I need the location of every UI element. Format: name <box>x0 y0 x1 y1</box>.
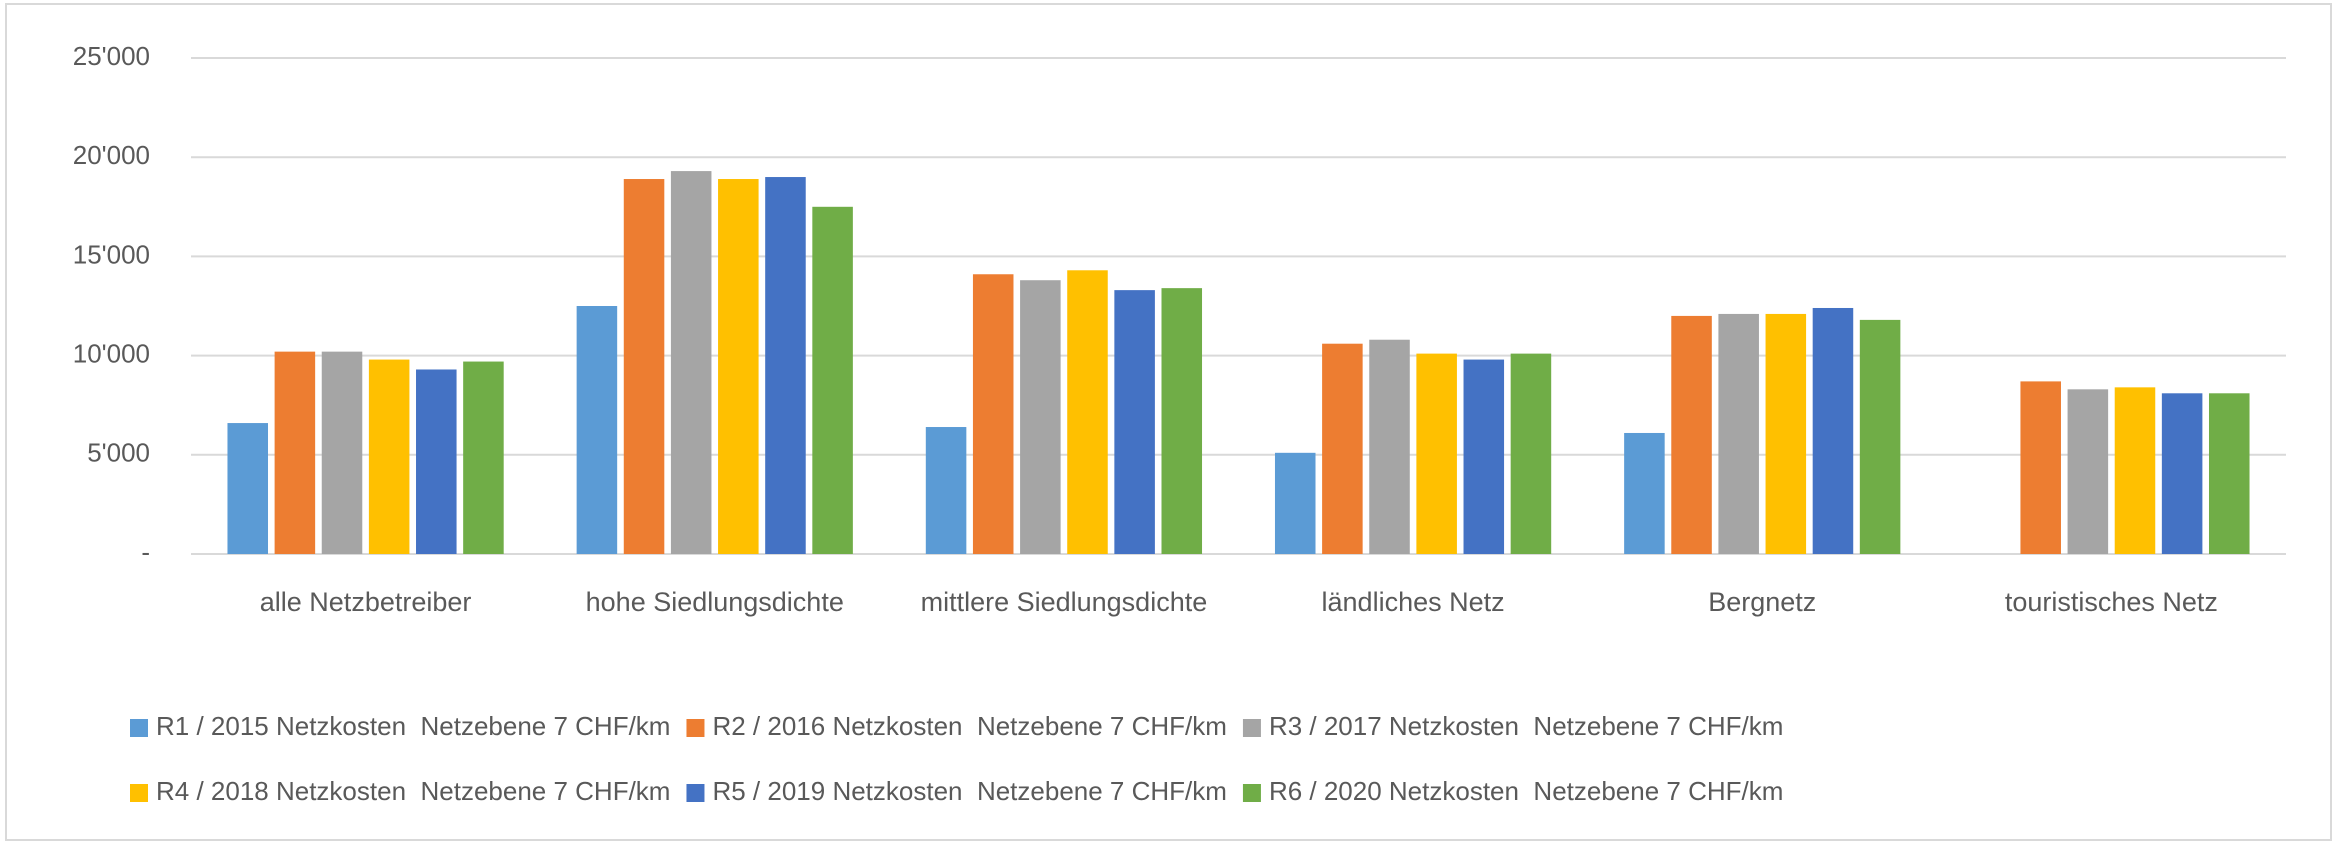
bar <box>718 179 759 555</box>
bar <box>670 171 712 554</box>
bar <box>1114 290 1155 554</box>
legend-swatch <box>1242 784 1261 802</box>
bar <box>274 351 316 554</box>
bar <box>1161 288 1203 554</box>
bar <box>2067 389 2109 554</box>
legend-label: R4 / 2018 Netzkosten Netzebene 7 CHF/km <box>156 776 670 806</box>
bar <box>1859 319 1901 554</box>
x-tick-label: touristisches Netz <box>2004 587 2218 617</box>
bar <box>1718 313 1759 554</box>
x-tick-label: mittlere Siedlungsdichte <box>920 587 1208 617</box>
legend-swatch <box>130 719 148 737</box>
y-tick-label: 15'000 <box>73 239 150 269</box>
legend-swatch <box>130 784 148 802</box>
bar <box>1510 353 1552 554</box>
bar <box>416 369 457 554</box>
y-tick-label: 20'000 <box>73 140 150 170</box>
bar <box>368 359 410 554</box>
chart-frame <box>5 3 2332 841</box>
legend-label: R2 / 2016 Netzkosten Netzebene 7 CHF/km <box>712 711 1226 741</box>
bar <box>1671 315 1712 554</box>
bar <box>1812 307 1854 554</box>
bar <box>2208 393 2250 554</box>
bar <box>1624 432 1665 554</box>
bar <box>1020 280 1061 554</box>
bar <box>576 306 618 554</box>
y-tick-label: 25'000 <box>73 41 150 71</box>
bar <box>1322 343 1363 554</box>
legend-label: R6 / 2020 Netzkosten Netzebene 7 CHF/km <box>1269 776 1783 806</box>
x-tick-label: alle Netzbetreiber <box>259 587 472 617</box>
bar <box>1067 270 1108 554</box>
bar <box>463 361 504 554</box>
bar <box>1416 353 1457 554</box>
bar <box>925 427 967 554</box>
legend-label: R5 / 2019 Netzkosten Netzebene 7 CHF/km <box>712 776 1226 806</box>
bar <box>765 177 806 555</box>
legend-swatch <box>686 719 705 737</box>
bar <box>2161 393 2203 554</box>
bar <box>1463 359 1505 554</box>
bar <box>623 179 665 555</box>
legend-swatch <box>1242 719 1261 737</box>
bar <box>2114 387 2156 554</box>
legend-label: R3 / 2017 Netzkosten Netzebene 7 CHF/km <box>1269 711 1783 741</box>
bar <box>972 274 1014 554</box>
bar <box>1369 339 1410 554</box>
legend-label: R1 / 2015 Netzkosten Netzebene 7 CHF/km <box>156 711 670 741</box>
bar <box>227 423 269 554</box>
bar <box>812 206 853 555</box>
y-tick-label: - <box>141 537 150 567</box>
y-tick-label: 5'000 <box>87 438 150 468</box>
x-tick-label: hohe Siedlungsdichte <box>585 587 844 617</box>
bar <box>1274 452 1316 554</box>
x-tick-label: Bergnetz <box>1708 587 1817 617</box>
bar <box>321 351 363 554</box>
bar <box>2020 381 2061 554</box>
bar <box>1765 313 1807 554</box>
legend-swatch <box>686 784 705 802</box>
y-tick-label: 10'000 <box>73 338 150 368</box>
x-tick-label: ländliches Netz <box>1321 587 1505 617</box>
